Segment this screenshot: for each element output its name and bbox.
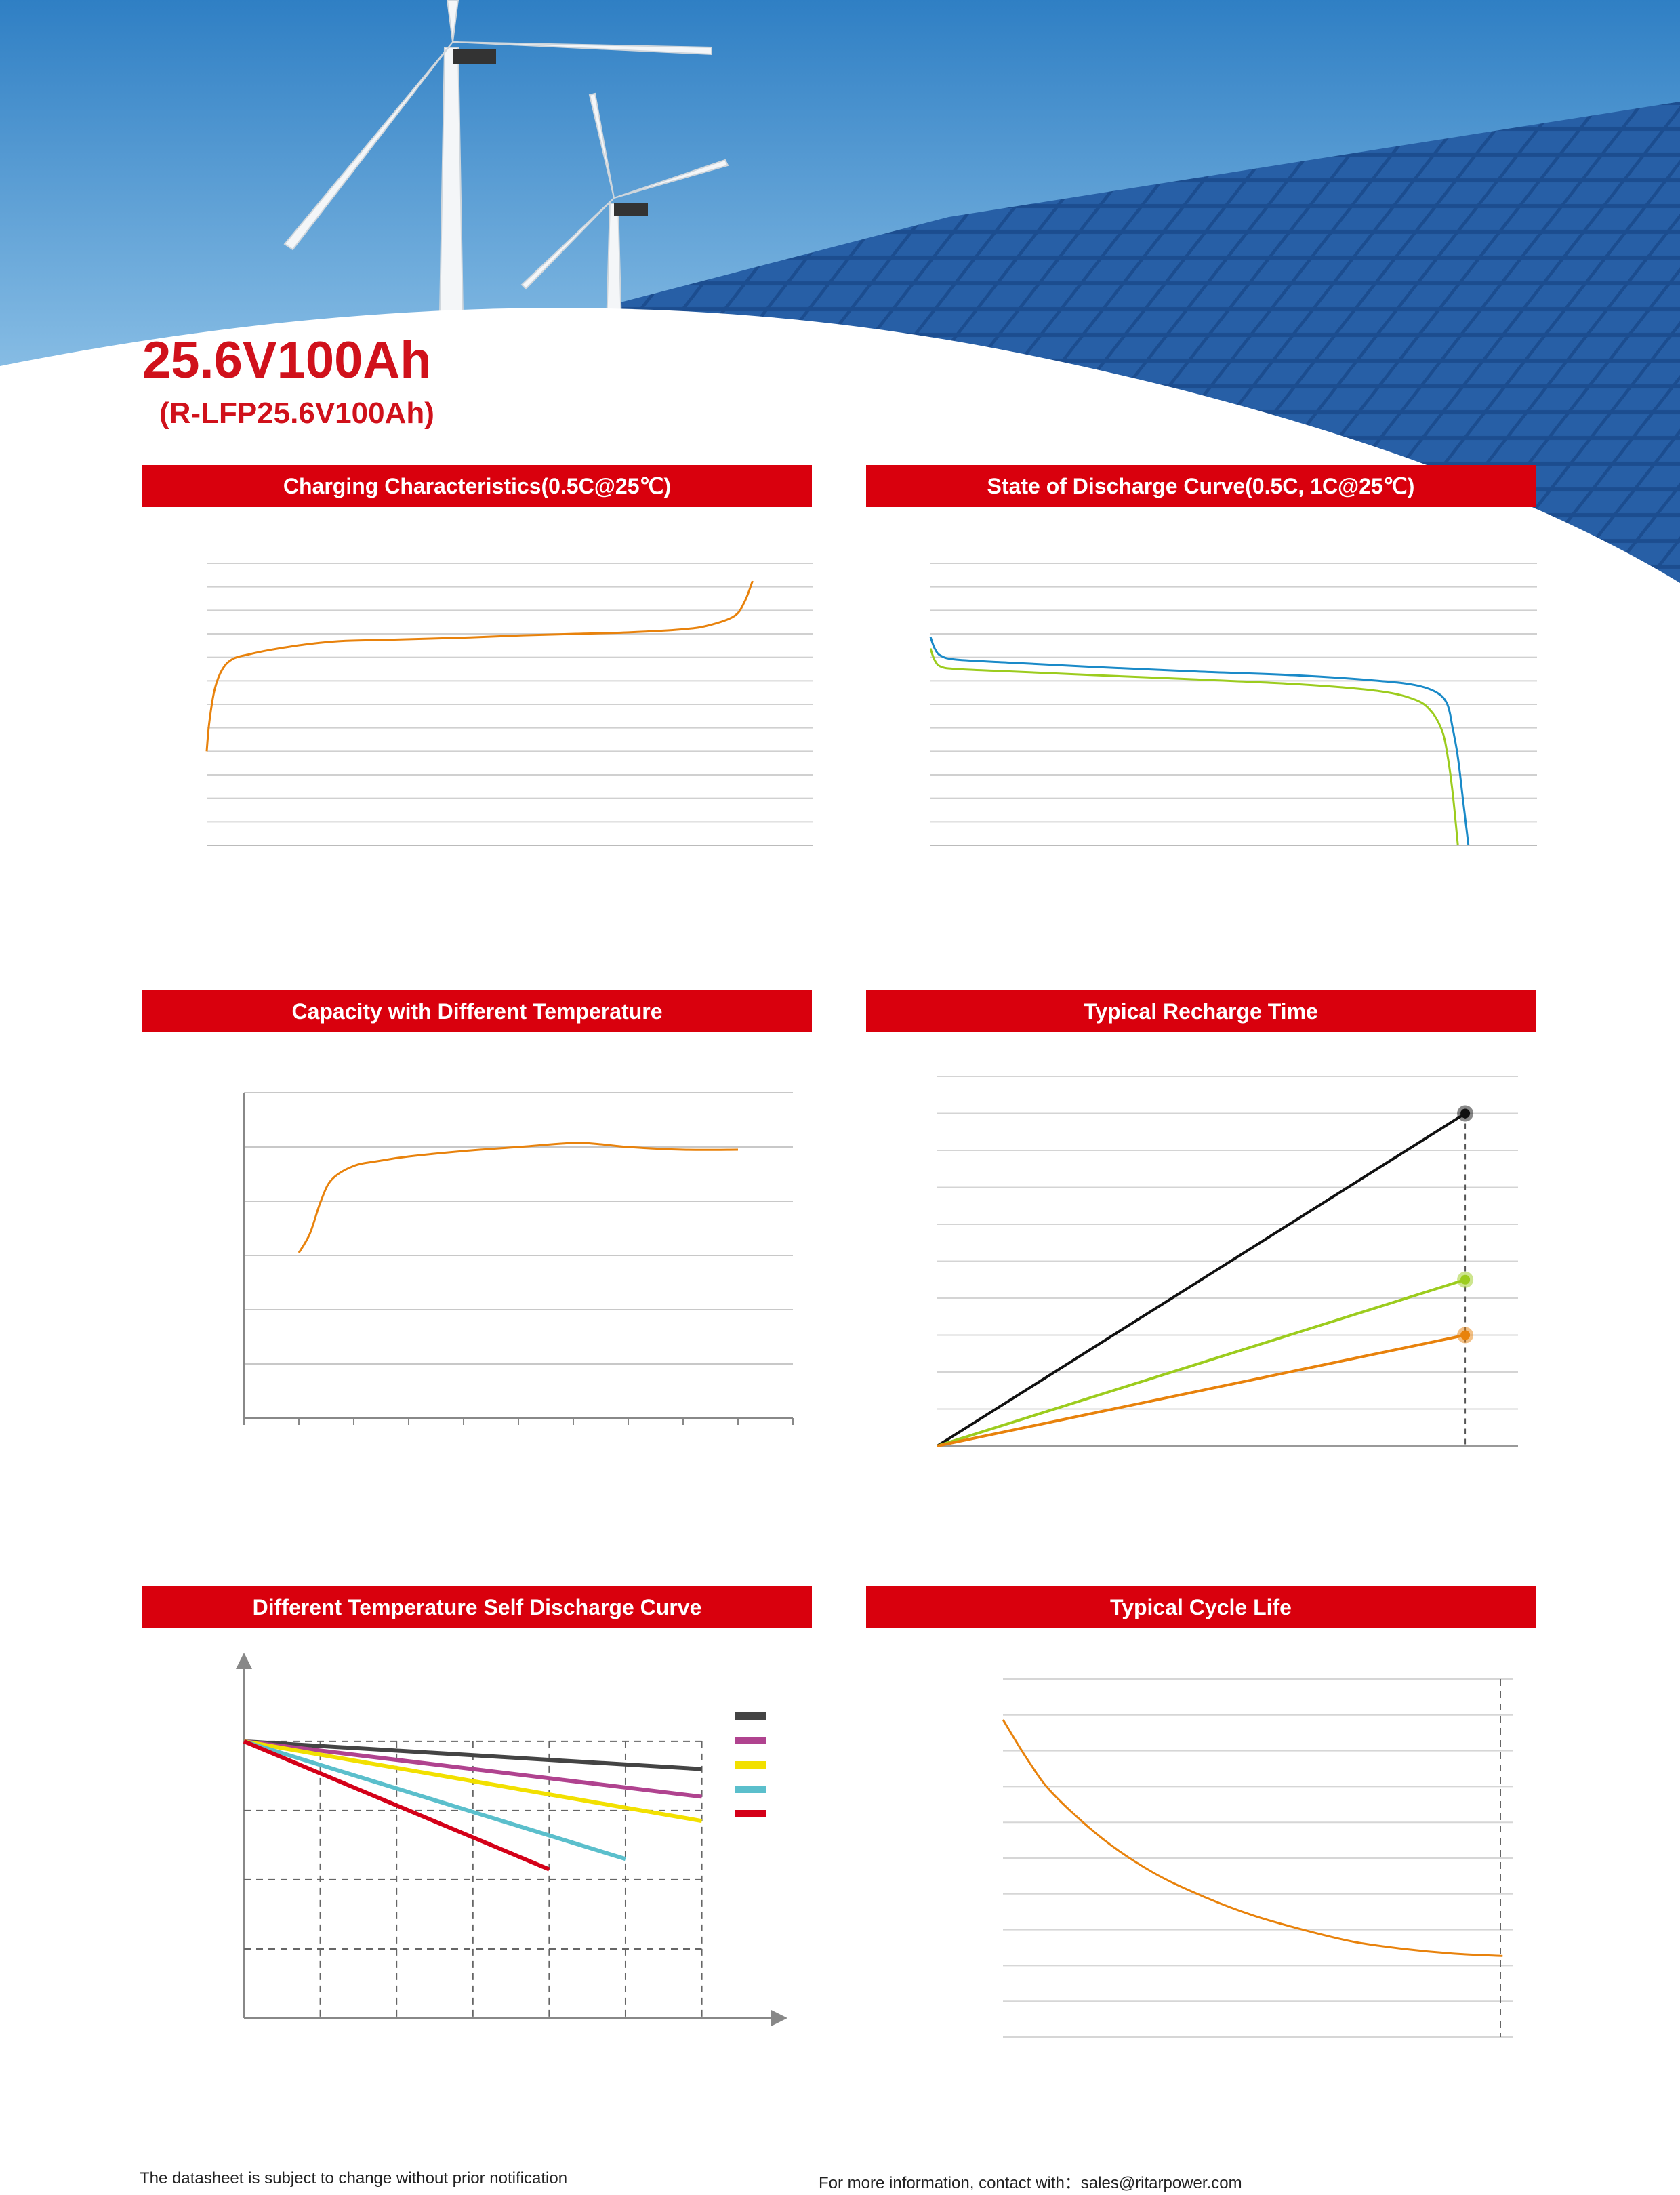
series-line	[243, 1739, 702, 1799]
series-line	[937, 1333, 1466, 1447]
series-line	[243, 1739, 550, 1872]
product-title: 25.6V100Ah	[142, 331, 432, 389]
cycle-life-chart-header: Typical Cycle Life	[866, 1586, 1536, 1628]
charging-chart	[205, 563, 813, 846]
hero-banner-image	[0, 0, 1680, 610]
end-marker	[1460, 1274, 1471, 1285]
footer-contact: For more information, contact with：sales…	[819, 2174, 1242, 2192]
series-line	[243, 1739, 702, 1771]
recharge-time-chart-header: Typical Recharge Time	[866, 990, 1536, 1032]
discharge-chart	[929, 563, 1537, 846]
temperature-chart	[243, 1092, 794, 1425]
x-axis-arrow	[771, 2010, 787, 2026]
series-line	[298, 1142, 739, 1253]
series-line	[937, 1278, 1466, 1447]
discharge-chart-header: State of Discharge Curve(0.5C, 1C@25℃)	[866, 465, 1536, 507]
charging-chart-header: Charging Characteristics(0.5C@25℃)	[142, 465, 812, 507]
series-line	[929, 648, 1459, 846]
footer-notice: The datasheet is subject to change witho…	[140, 2169, 568, 2188]
series-line	[243, 1739, 703, 1824]
end-marker	[1460, 1330, 1471, 1340]
series-line	[929, 636, 1470, 846]
temperature-chart-header: Capacity with Different Temperature	[142, 990, 812, 1032]
legend-swatch	[735, 1712, 766, 1720]
end-marker	[1460, 1108, 1471, 1119]
legend-swatch	[735, 1761, 766, 1769]
legend-swatch	[735, 1810, 766, 1817]
series-line	[936, 1112, 1467, 1447]
cycle-life-chart	[1002, 1678, 1513, 2038]
y-axis-arrow	[236, 1653, 252, 1669]
series-line	[1002, 1719, 1503, 1957]
legend-swatch	[735, 1737, 766, 1744]
recharge-time-chart	[936, 1076, 1518, 1447]
product-model: (R-LFP25.6V100Ah)	[159, 397, 434, 430]
series-line	[205, 580, 754, 752]
wind-turbine-icon	[283, 0, 729, 353]
legend-swatch	[735, 1786, 766, 1793]
series-line	[243, 1739, 626, 1861]
self-discharge-chart-header: Different Temperature Self Discharge Cur…	[142, 1586, 812, 1628]
self-discharge-chart	[236, 1653, 787, 2026]
